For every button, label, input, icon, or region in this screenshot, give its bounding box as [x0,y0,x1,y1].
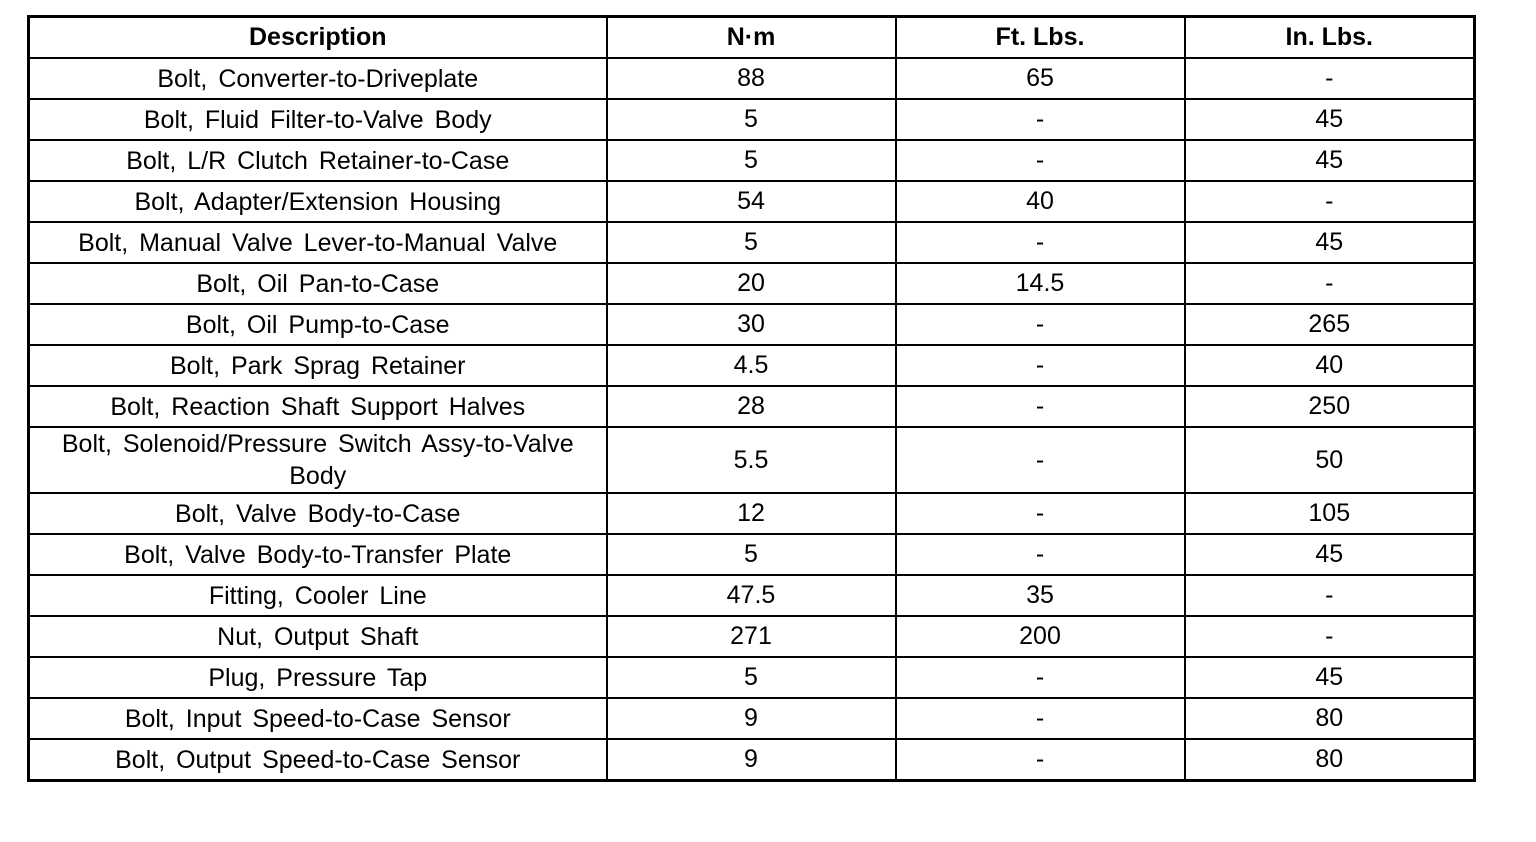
value-cell: - [1183,180,1476,223]
description-cell: Bolt, Converter-to-Driveplate [27,57,608,100]
value-cell: - [894,426,1186,494]
description-cell: Bolt, Oil Pump-to-Case [27,303,608,346]
value-cell: - [1183,574,1476,617]
value-cell: 35 [894,574,1186,617]
value-cell: 30 [605,303,897,346]
torque-table: Description N·m Ft. Lbs. In. Lbs. Bolt, Con… [27,15,1476,782]
description-cell: Bolt, Fluid Filter-to-Valve Body [27,98,608,141]
description-cell: Bolt, Reaction Shaft Support Halves [27,385,608,428]
value-cell: - [894,738,1186,782]
table-row: Bolt, Park Sprag Retainer 4.5-40 [27,344,1476,387]
value-cell: 45 [1183,221,1476,264]
value-cell: 5.5 [605,426,897,494]
description-cell: Bolt, Oil Pan-to-Case [27,262,608,305]
description-cell: Fitting, Cooler Line [27,574,608,617]
table-row: Bolt, Valve Body-to-Transfer Plate 5-45 [27,533,1476,576]
header-cell: N·m [605,15,897,59]
value-cell: 105 [1183,492,1476,535]
value-cell: 45 [1183,98,1476,141]
description-cell: Bolt, Solenoid/Pressure Switch Assy-to-V… [27,426,608,494]
value-cell: 40 [894,180,1186,223]
value-cell: 5 [605,221,897,264]
table-row: Bolt, L/R Clutch Retainer-to-Case 5-45 [27,139,1476,182]
header-cell: Ft. Lbs. [894,15,1186,59]
value-cell: - [894,656,1186,699]
table-row: Bolt, Converter-to-Driveplate 88 65- [27,57,1476,100]
value-cell: 9 [605,738,897,782]
value-cell: 265 [1183,303,1476,346]
value-cell: 14.5 [894,262,1186,305]
value-cell: 45 [1183,533,1476,576]
header-cell: In. Lbs. [1183,15,1476,59]
description-cell: Bolt, Park Sprag Retainer [27,344,608,387]
value-cell: 250 [1183,385,1476,428]
value-cell: - [894,303,1186,346]
table-row: Bolt, Oil Pan-to-Case 20 14.5- [27,262,1476,305]
table-row: Bolt, Output Speed-to-Case Sensor 9-80 [27,738,1476,782]
description-cell: Bolt, Adapter/Extension Housing [27,180,608,223]
value-cell: - [1183,57,1476,100]
header-row: Description N·m Ft. Lbs. In. Lbs. [27,15,1476,59]
description-cell: Bolt, Valve Body-to-Transfer Plate [27,533,608,576]
value-cell: - [894,697,1186,740]
description-cell: Plug, Pressure Tap [27,656,608,699]
table-body: Bolt, Converter-to-Driveplate 88 65- Bolt, … [27,57,1476,782]
value-cell: - [894,385,1186,428]
table-row: Bolt, Adapter/Extension Housing 54 40- [27,180,1476,223]
value-cell: - [894,492,1186,535]
table-row: Bolt, Manual Valve Lever-to-Manual Valve… [27,221,1476,264]
value-cell: - [1183,262,1476,305]
value-cell: 5 [605,98,897,141]
table-row: Bolt, Reaction Shaft Support Halves 28-25… [27,385,1476,428]
value-cell: 80 [1183,738,1476,782]
value-cell: 20 [605,262,897,305]
table-row: Bolt, Oil Pump-to-Case 30-265 [27,303,1476,346]
table-row: Bolt, Input Speed-to-Case Sensor 9-80 [27,697,1476,740]
value-cell: 5 [605,533,897,576]
value-cell: 88 [605,57,897,100]
value-cell: 28 [605,385,897,428]
value-cell: 12 [605,492,897,535]
value-cell: 45 [1183,656,1476,699]
value-cell: - [894,344,1186,387]
description-cell: Bolt, Output Speed-to-Case Sensor [27,738,608,782]
value-cell: 54 [605,180,897,223]
value-cell: 5 [605,139,897,182]
value-cell: - [894,221,1186,264]
value-cell: 65 [894,57,1186,100]
description-cell: Bolt, Valve Body-to-Case [27,492,608,535]
value-cell: 200 [894,615,1186,658]
description-cell: Bolt, L/R Clutch Retainer-to-Case [27,139,608,182]
table-header: Description N·m Ft. Lbs. In. Lbs. [27,15,1476,59]
value-cell: 50 [1183,426,1476,494]
table-row: Nut, Output Shaft 271 200- [27,615,1476,658]
value-cell: 9 [605,697,897,740]
table-row: Bolt, Solenoid/Pressure Switch Assy-to-V… [27,426,1476,494]
value-cell: - [894,533,1186,576]
value-cell: 5 [605,656,897,699]
value-cell: 4.5 [605,344,897,387]
description-cell: Bolt, Input Speed-to-Case Sensor [27,697,608,740]
value-cell: 45 [1183,139,1476,182]
value-cell: - [894,139,1186,182]
value-cell: - [894,98,1186,141]
table-row: Fitting, Cooler Line 47.5 35- [27,574,1476,617]
table-row: Plug, Pressure Tap 5-45 [27,656,1476,699]
value-cell: 271 [605,615,897,658]
value-cell: 40 [1183,344,1476,387]
value-cell: - [1183,615,1476,658]
table-row: Bolt, Fluid Filter-to-Valve Body 5-45 [27,98,1476,141]
description-cell: Bolt, Manual Valve Lever-to-Manual Valve [27,221,608,264]
value-cell: 80 [1183,697,1476,740]
description-cell: Nut, Output Shaft [27,615,608,658]
table-row: Bolt, Valve Body-to-Case 12-105 [27,492,1476,535]
value-cell: 47.5 [605,574,897,617]
header-cell: Description [27,15,608,59]
